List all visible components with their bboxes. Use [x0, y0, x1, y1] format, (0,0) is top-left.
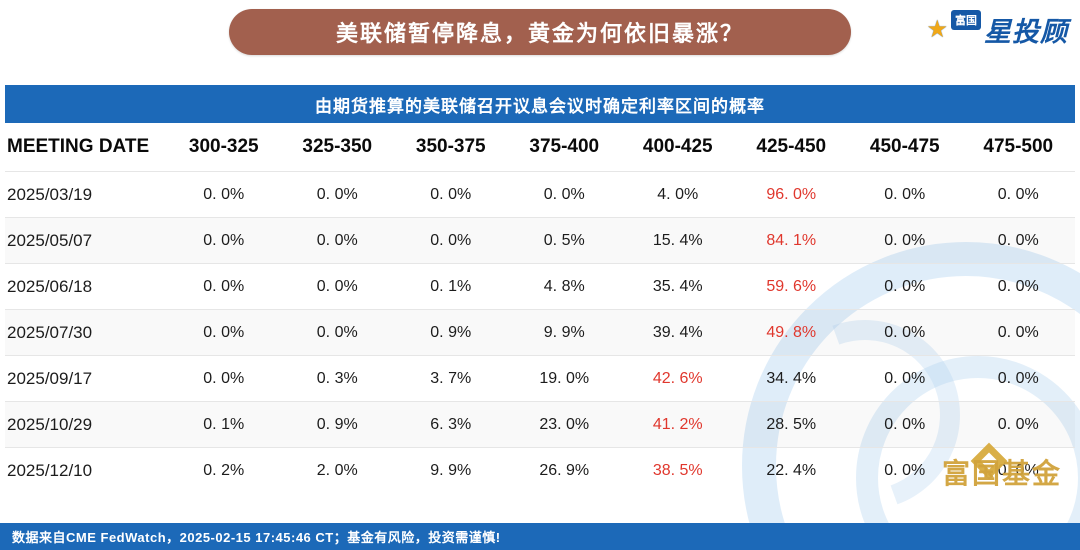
- probability-cell: 0. 0%: [848, 171, 962, 218]
- probability-cell: 39. 4%: [621, 309, 735, 356]
- column-header-meeting-date: MEETING DATE: [7, 136, 150, 157]
- brand-box-label: 富国: [951, 10, 981, 30]
- probability-cell: 3. 7%: [394, 355, 508, 402]
- probability-cell: 0. 0%: [394, 217, 508, 264]
- column-header-rate-range: 325-350: [302, 136, 373, 157]
- footer-bar: 数据来自CME FedWatch，2025-02-15 17:45:46 CT；…: [0, 523, 1080, 550]
- probability-cell-highlight: 42. 6%: [621, 355, 735, 402]
- probability-cell: 0. 0%: [961, 263, 1075, 310]
- probability-cell-highlight: 49. 8%: [734, 309, 848, 356]
- probability-cell: 4. 8%: [507, 263, 621, 310]
- probability-cell: 0. 0%: [167, 355, 281, 402]
- probability-cell: 0. 9%: [394, 309, 508, 356]
- probability-cell: 22. 4%: [734, 447, 848, 493]
- probability-cell: 6. 3%: [394, 401, 508, 448]
- brand-name: 星投顾: [984, 17, 1068, 47]
- fedwatch-table: MEETING DATE 300-325 325-350 350-375 375-400…: [5, 123, 1075, 493]
- table-row: 2025/05/07 0. 0% 0. 0% 0. 0% 0. 5% 15. 4% 84. …: [5, 217, 1075, 264]
- probability-cell: 0. 0%: [394, 171, 508, 218]
- data-source-note: 数据来自CME FedWatch，2025-02-15 17:45:46 CT；…: [12, 530, 501, 545]
- meeting-date-cell: 2025/10/29: [5, 401, 167, 448]
- probability-cell: 9. 9%: [507, 309, 621, 356]
- column-header-rate-range: 425-450: [756, 136, 827, 157]
- probability-cell: 0. 0%: [848, 263, 962, 310]
- probability-cell: 0. 0%: [848, 447, 962, 493]
- probability-cell: 0. 0%: [167, 263, 281, 310]
- probability-cell: 0. 0%: [167, 309, 281, 356]
- probability-cell: 0. 0%: [848, 355, 962, 402]
- title-banner: 美联储暂停降息，黄金为何依旧暴涨？: [229, 9, 851, 55]
- probability-cell: 0. 0%: [961, 217, 1075, 264]
- probability-cell-highlight: 96. 0%: [734, 171, 848, 218]
- probability-cell: 4. 0%: [621, 171, 735, 218]
- table-row: 2025/03/19 0. 0% 0. 0% 0. 0% 0. 0% 4. 0% 96. 0…: [5, 171, 1075, 218]
- meeting-date-cell: 2025/03/19: [5, 171, 167, 218]
- probability-cell: 0. 0%: [280, 309, 394, 356]
- probability-cell: 0. 0%: [507, 171, 621, 218]
- header-row: MEETING DATE 300-325 325-350 350-375 375-400…: [5, 123, 1075, 172]
- meeting-date-cell: 2025/06/18: [5, 263, 167, 310]
- probability-cell-highlight: 59. 6%: [734, 263, 848, 310]
- meeting-date-cell: 2025/05/07: [5, 217, 167, 264]
- probability-cell: 0. 5%: [507, 217, 621, 264]
- brand-logo: ★ 富国 星投顾: [926, 10, 1068, 49]
- meeting-date-cell: 2025/09/17: [5, 355, 167, 402]
- probability-cell: 28. 5%: [734, 401, 848, 448]
- column-header-rate-range: 300-325: [188, 136, 259, 157]
- column-header-rate-range: 450-475: [869, 136, 940, 157]
- column-header-rate-range: 475-500: [983, 136, 1054, 157]
- table-caption: 由期货推算的美联储召开议息会议时确定利率区间的概率: [5, 85, 1075, 123]
- probability-cell: 0. 0%: [848, 401, 962, 448]
- probability-cell: 15. 4%: [621, 217, 735, 264]
- probability-cell-highlight: 38. 5%: [621, 447, 735, 493]
- table-row: 2025/12/10 0. 2% 2. 0% 9. 9% 26. 9% 38. 5% 22.…: [5, 447, 1075, 493]
- probability-cell: 0. 0%: [167, 171, 281, 218]
- table-row: 2025/06/18 0. 0% 0. 0% 0. 1% 4. 8% 35. 4% 59. …: [5, 263, 1075, 310]
- probability-cell: 0. 0%: [280, 217, 394, 264]
- probability-cell: 23. 0%: [507, 401, 621, 448]
- probability-cell: 26. 9%: [507, 447, 621, 493]
- probability-cell: 0. 0%: [961, 309, 1075, 356]
- probability-cell: 19. 0%: [507, 355, 621, 402]
- probability-cell-highlight: 84. 1%: [734, 217, 848, 264]
- page-title: 美联储暂停降息，黄金为何依旧暴涨？: [335, 21, 744, 46]
- probability-cell: 0. 0%: [280, 263, 394, 310]
- probability-cell: 0. 0%: [961, 401, 1075, 448]
- probability-cell: 0. 0%: [848, 217, 962, 264]
- probability-cell: 0. 0%: [167, 217, 281, 264]
- probability-cell: 0. 1%: [394, 263, 508, 310]
- probability-cell: 0. 3%: [280, 355, 394, 402]
- probability-cell: 0. 9%: [280, 401, 394, 448]
- probability-table-section: 由期货推算的美联储召开议息会议时确定利率区间的概率 MEETING DATE 30…: [5, 85, 1075, 493]
- brand-watermark-text: 富国基金: [941, 458, 1062, 489]
- probability-cell: 0. 0%: [280, 171, 394, 218]
- table-row: 2025/10/29 0. 1% 0. 9% 6. 3% 23. 0% 41. 2% 28.…: [5, 401, 1075, 448]
- probability-cell: 0. 0%: [848, 309, 962, 356]
- probability-cell: 9. 9%: [394, 447, 508, 493]
- meeting-date-cell: 2025/07/30: [5, 309, 167, 356]
- column-header-rate-range: 350-375: [415, 136, 486, 157]
- probability-cell: 0. 0%: [961, 171, 1075, 218]
- table-row: 2025/09/17 0. 0% 0. 3% 3. 7% 19. 0% 42. 6% 34.…: [5, 355, 1075, 402]
- probability-cell: 0. 2%: [167, 447, 281, 493]
- probability-cell: 2. 0%: [280, 447, 394, 493]
- probability-cell: 0. 1%: [167, 401, 281, 448]
- star-icon: ★: [926, 15, 948, 43]
- column-header-rate-range: 400-425: [642, 136, 713, 157]
- brand-watermark: 富国基金: [941, 442, 1062, 492]
- probability-cell-highlight: 41. 2%: [621, 401, 735, 448]
- probability-cell: 34. 4%: [734, 355, 848, 402]
- table-row: 2025/07/30 0. 0% 0. 0% 0. 9% 9. 9% 39. 4% 49. …: [5, 309, 1075, 356]
- probability-cell: 35. 4%: [621, 263, 735, 310]
- probability-cell: 0. 0%: [961, 355, 1075, 402]
- meeting-date-cell: 2025/12/10: [5, 447, 167, 493]
- column-header-rate-range: 375-400: [529, 136, 600, 157]
